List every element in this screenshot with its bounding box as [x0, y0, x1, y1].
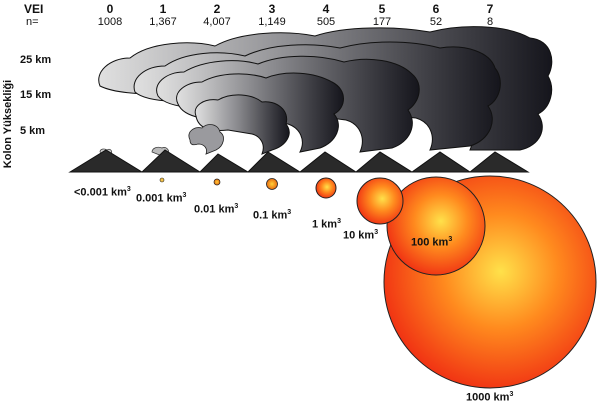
- eruption-clouds: [98, 26, 553, 157]
- count-3: 1,149: [258, 16, 286, 28]
- vei-header-6: 6: [432, 2, 440, 16]
- vei-header-3: 3: [268, 2, 276, 16]
- count-6: 52: [429, 16, 443, 28]
- volume-value-5: 10 km: [343, 229, 375, 242]
- sphere-vei-4: [315, 177, 337, 199]
- y-tick-5: 5 km: [20, 125, 46, 137]
- vei-header-2: 2: [213, 2, 221, 16]
- sphere-vei-6: [386, 176, 486, 276]
- volume-sup-4: 3: [337, 218, 341, 225]
- vei-header-1: 1: [159, 2, 167, 16]
- volume-value-4: 1 km: [312, 218, 338, 231]
- sphere-vei-1: [159, 177, 165, 183]
- volume-sup-5: 3: [374, 229, 379, 236]
- volume-sup-2: 3: [234, 203, 239, 210]
- y-axis-title: Kolon Yüksekliği: [2, 80, 14, 168]
- volume-value-0: <0.001 km: [74, 186, 127, 199]
- volume-label-5: 10 km3: [343, 229, 378, 242]
- volume-value-1: 0.001 km: [136, 192, 183, 205]
- volume-label-3: 0.1 km3: [253, 209, 291, 222]
- volume-spheres: [159, 175, 597, 389]
- volume-label-2: 0.01 km3: [194, 203, 238, 216]
- sphere-vei-5: [356, 177, 404, 225]
- cloud-vei-3: [194, 94, 290, 155]
- volume-label-1: 0.001 km3: [136, 192, 186, 205]
- volume-sup-3: 3: [287, 209, 292, 216]
- count-1: 1,367: [149, 16, 177, 28]
- n-row-label: n=: [26, 16, 39, 28]
- volume-label-6: 100 km3: [411, 236, 452, 249]
- volcano-ground: [68, 149, 530, 173]
- volume-sup-7: 3: [509, 391, 514, 398]
- vei-header-5: 5: [378, 2, 386, 16]
- y-tick-25: 25 km: [20, 54, 52, 66]
- count-4: 505: [316, 16, 336, 28]
- vei-header-4: 4: [322, 2, 330, 16]
- vei-header-7: 7: [486, 2, 494, 16]
- volume-value-6: 100 km: [411, 236, 449, 249]
- vei-header-0: 0: [106, 2, 114, 16]
- vei-row-label: VEI: [24, 2, 44, 16]
- volume-label-7: 1000 km3: [466, 391, 513, 404]
- volume-sup-6: 3: [448, 236, 453, 243]
- count-7: 8: [486, 16, 494, 28]
- volume-value-3: 0.1 km: [253, 209, 288, 222]
- volume-value-2: 0.01 km: [194, 203, 235, 216]
- y-tick-15: 15 km: [20, 89, 52, 101]
- cloud-vei-2: [188, 124, 224, 155]
- sphere-vei-2: [213, 178, 221, 186]
- volume-value-7: 1000 km: [466, 391, 510, 404]
- count-5: 177: [372, 16, 392, 28]
- sphere-vei-3: [266, 178, 278, 190]
- volume-sup-1: 3: [182, 192, 187, 199]
- volume-sup-0: 3: [126, 186, 131, 193]
- y-axis-title-text: Kolon Yüksekliği: [2, 79, 14, 169]
- volume-label-0: <0.001 km3: [74, 186, 131, 199]
- volume-label-4: 1 km3: [312, 218, 341, 231]
- count-0: 1008: [97, 16, 123, 28]
- count-2: 4,007: [203, 16, 231, 28]
